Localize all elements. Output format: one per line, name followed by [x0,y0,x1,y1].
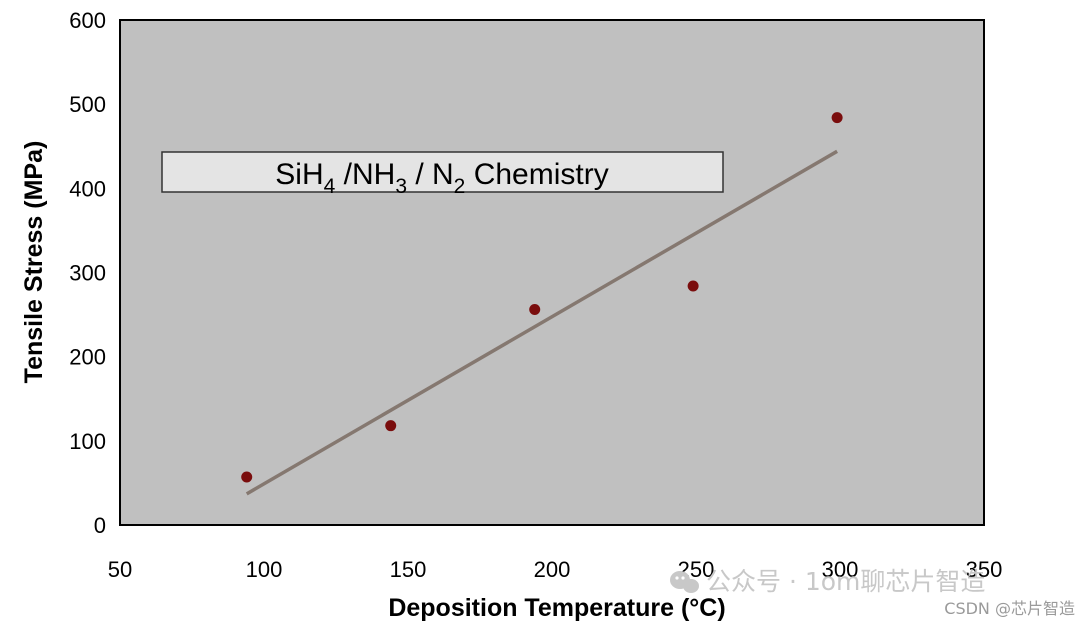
x-tick-label: 150 [390,557,427,582]
x-tick-label: 200 [534,557,571,582]
x-tick-label: 350 [966,557,1003,582]
wechat-icon [670,571,699,593]
y-tick-label: 300 [69,261,106,286]
data-point [831,112,843,124]
y-tick-labels: 0 100 200 300 400 500 600 [69,8,106,538]
watermark: 公众号 · 1om聊芯片智造 CSDN @芯片智造 [670,567,1075,618]
data-point [385,420,397,432]
y-tick-label: 0 [94,513,106,538]
data-point [687,280,699,292]
watermark-credit: CSDN @芯片智造 [944,599,1075,618]
x-tick-label: 300 [822,557,859,582]
trend-line [245,149,838,496]
annotation-box [161,151,724,193]
y-tick-label: 600 [69,8,106,33]
y-axis-title: Tensile Stress (MPa) [20,141,48,384]
data-points [241,112,843,483]
watermark-text: 公众号 · 1om聊芯片智造 [706,567,985,596]
x-tick-label: 50 [108,557,132,582]
chemistry-annotation: SiH4 /NH3 / N2 Chemistry [161,151,724,198]
data-point [241,471,253,483]
y-tick-label: 100 [69,429,106,454]
annotation-text: SiH4 /NH3 / N2 Chemistry [275,158,608,198]
y-tick-label: 500 [69,92,106,117]
y-tick-label: 200 [69,345,106,370]
data-point [529,304,541,316]
x-axis-title: Deposition Temperature (°C) [388,594,725,622]
x-tick-label: 100 [246,557,283,582]
plot-area [119,19,985,526]
y-tick-label: 400 [69,176,106,201]
